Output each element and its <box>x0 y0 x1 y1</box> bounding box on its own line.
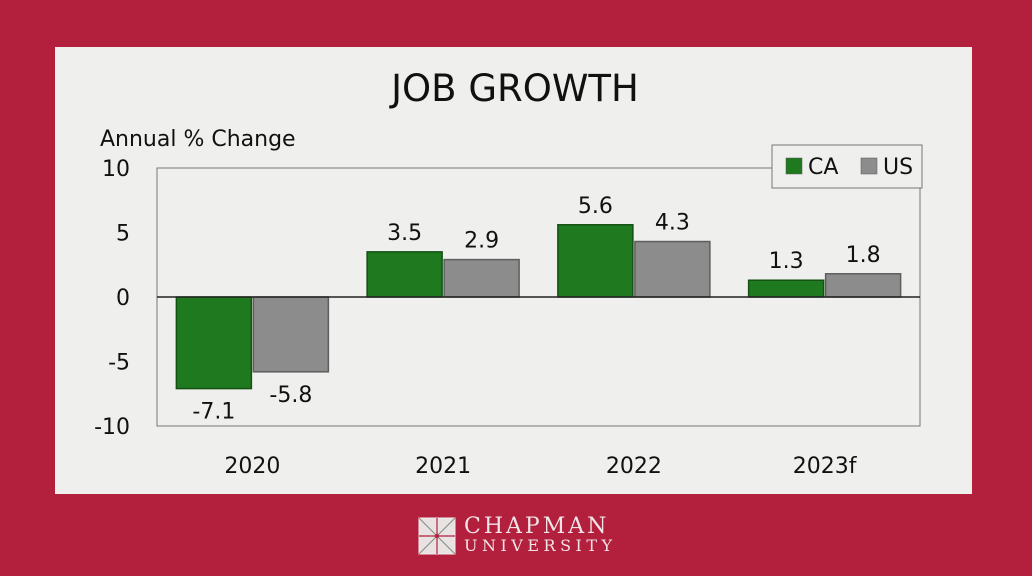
chapman-logo: CHAPMAN UNIVERSITY <box>418 514 617 555</box>
x-tick-label: 2021 <box>415 454 471 479</box>
data-label: 1.8 <box>846 243 881 268</box>
data-label: 4.3 <box>655 211 690 236</box>
bar-us <box>252 296 330 373</box>
y-tick-label: -10 <box>94 415 130 440</box>
bar-ca <box>747 279 825 298</box>
chart-title: JOB GROWTH <box>389 67 639 110</box>
data-label: 5.6 <box>578 194 613 219</box>
legend-label-ca: CA <box>808 155 838 180</box>
data-label: 2.9 <box>464 229 499 254</box>
legend-swatch-us <box>860 157 878 175</box>
x-tick-label: 2023f <box>793 454 858 479</box>
data-label: -5.8 <box>269 383 312 408</box>
logo-line1: CHAPMAN <box>464 514 610 539</box>
logo-line2: UNIVERSITY <box>464 536 617 555</box>
data-label: 3.5 <box>387 221 422 246</box>
bar-us <box>443 258 520 298</box>
bar-us <box>634 240 711 298</box>
y-axis-label: Annual % Change <box>100 127 296 152</box>
x-tick-label: 2020 <box>224 454 280 479</box>
x-tick-label: 2022 <box>606 454 662 479</box>
bar-ca <box>557 224 634 298</box>
bar-us <box>824 273 902 298</box>
chapman-window-icon <box>418 517 456 555</box>
y-tick-label: 5 <box>116 222 130 247</box>
data-label: -7.1 <box>192 400 235 425</box>
y-tick-label: -5 <box>108 351 130 376</box>
bar-ca <box>175 296 253 390</box>
legend-swatch-ca <box>785 157 803 175</box>
y-tick-label: 0 <box>116 286 130 311</box>
legend-label-us: US <box>883 155 913 180</box>
bar-ca <box>366 251 443 298</box>
data-label: 1.3 <box>769 249 804 274</box>
y-tick-label: 10 <box>102 157 130 182</box>
